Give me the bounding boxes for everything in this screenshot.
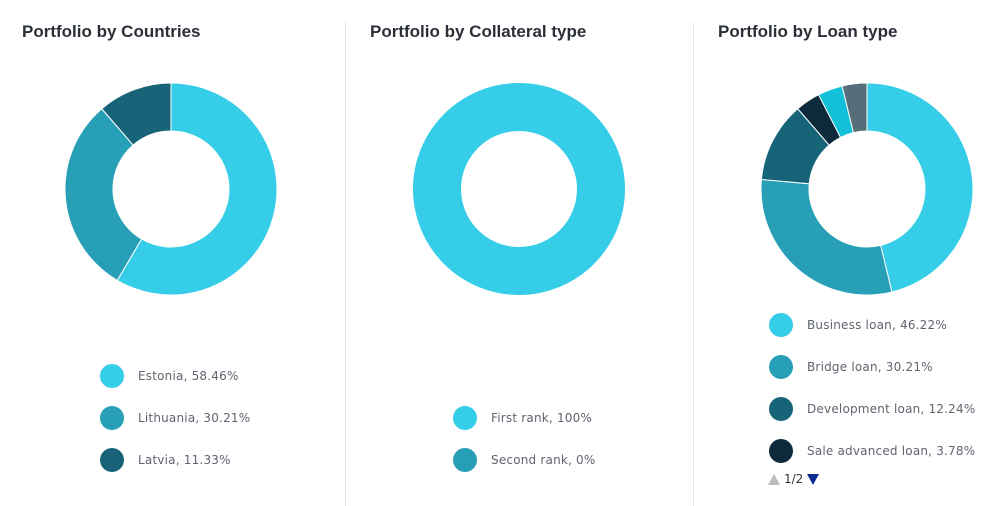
legend-page-indicator: 1/2 <box>784 472 804 486</box>
panel-collateral: Portfolio by Collateral type First rank,… <box>348 0 693 506</box>
panel-title: Portfolio by Loan type <box>718 22 898 41</box>
donut-chart-countries <box>64 82 278 296</box>
legend-swatch <box>100 448 124 472</box>
legend-item-development-loan[interactable]: Development loan, 12.24% <box>769 397 975 421</box>
legend-item-sale-advanced-loan[interactable]: Sale advanced loan, 3.78% <box>769 439 975 463</box>
legend-label: Lithuania, 30.21% <box>138 411 251 425</box>
donut-chart-collateral <box>413 83 625 295</box>
legend-label: Business loan, 46.22% <box>807 318 947 332</box>
legend-item-lithuania[interactable]: Lithuania, 30.21% <box>100 406 250 430</box>
legend-label: Development loan, 12.24% <box>807 402 976 416</box>
legend-label: Bridge loan, 30.21% <box>807 360 933 374</box>
legend-swatch <box>453 448 477 472</box>
panel-divider <box>693 22 694 506</box>
donut-slice-first-rank[interactable] <box>413 83 625 295</box>
legend-swatch <box>769 313 793 337</box>
legend-label: Estonia, 58.46% <box>138 369 239 383</box>
legend-swatch <box>100 406 124 430</box>
arrow-up-icon[interactable] <box>768 473 780 485</box>
legend-label: Latvia, 11.33% <box>138 453 231 467</box>
donut-slice-lithuania[interactable] <box>64 108 143 282</box>
legend-swatch <box>769 355 793 379</box>
donut-slice-unlabeled-5[interactable] <box>841 82 868 134</box>
donut-slice-bridge-loan[interactable] <box>760 178 893 296</box>
donut-chart-loan-type <box>760 82 974 296</box>
legend-item-estonia[interactable]: Estonia, 58.46% <box>100 364 239 388</box>
legend-label: First rank, 100% <box>491 411 593 425</box>
panel-divider <box>345 22 346 506</box>
arrow-down-icon[interactable] <box>807 473 820 485</box>
donut-slice-estonia[interactable] <box>116 82 278 296</box>
panel-countries: Portfolio by Countries Estonia, 58.46% Li… <box>0 0 345 506</box>
panel-loan-type: Portfolio by Loan type Business loan, 46… <box>696 0 992 506</box>
donut-slice-business-loan[interactable] <box>866 82 974 293</box>
legend-item-second-rank[interactable]: Second rank, 0% <box>453 448 595 472</box>
legend-swatch <box>769 439 793 463</box>
legend-label: Second rank, 0% <box>491 453 596 467</box>
legend-swatch <box>453 406 477 430</box>
legend-label: Sale advanced loan, 3.78% <box>807 444 976 458</box>
panel-title: Portfolio by Countries <box>22 22 201 41</box>
panel-title: Portfolio by Collateral type <box>370 22 587 41</box>
legend-swatch <box>100 364 124 388</box>
legend-pager: 1/2 <box>768 470 820 488</box>
legend-swatch <box>769 397 793 421</box>
legend-item-bridge-loan[interactable]: Bridge loan, 30.21% <box>769 355 933 379</box>
donut-slice-latvia[interactable] <box>101 82 172 146</box>
legend-item-business-loan[interactable]: Business loan, 46.22% <box>769 313 947 337</box>
legend-item-latvia[interactable]: Latvia, 11.33% <box>100 448 231 472</box>
legend-item-first-rank[interactable]: First rank, 100% <box>453 406 592 430</box>
